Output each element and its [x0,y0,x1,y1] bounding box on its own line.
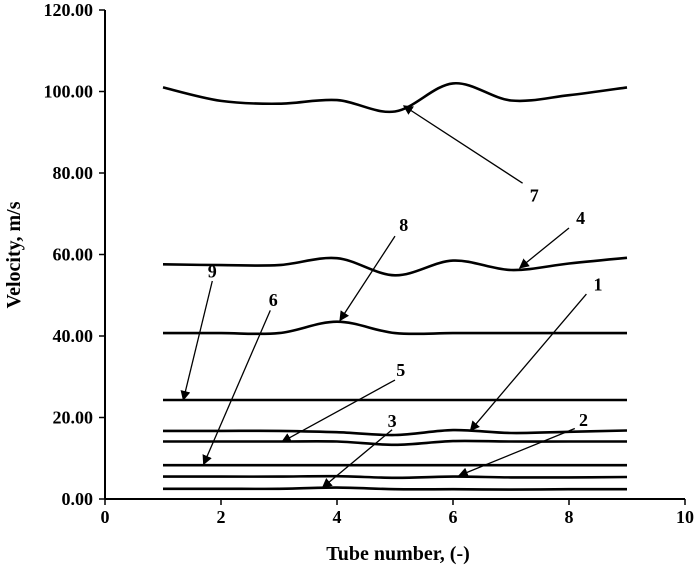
annotation-arrow-3 [321,429,393,489]
x-tick-label: 4 [333,507,342,527]
annotation-label-4: 4 [576,208,585,228]
annotation-arrow-8 [339,235,396,322]
series-line-1 [163,428,628,437]
annotation-arrow-7 [402,105,523,184]
annotation-arrow-2 [457,427,576,478]
y-tick-label: 80.00 [53,163,94,183]
annotation-arrow-9 [180,280,213,401]
annotation-arrow-4 [518,227,570,269]
x-axis-title: Tube number, (-) [326,543,470,565]
series-line-2 [163,474,628,480]
annotation-label-1: 1 [594,275,603,295]
annotation-label-7: 7 [530,185,539,205]
y-axis-title: Velocity, m/s [3,201,25,308]
y-tick-label: 100.00 [44,82,94,102]
y-tick-label: 40.00 [53,326,94,346]
x-tick-label: 8 [565,507,574,527]
annotation-label-2: 2 [579,410,588,430]
x-tick-label: 10 [676,507,694,527]
y-tick-label: 0.00 [62,489,94,509]
annotation-label-5: 5 [396,360,405,380]
series-line-7 [162,82,628,114]
annotation-label-6: 6 [269,290,278,310]
y-tick-label: 60.00 [53,245,94,265]
annotation-label-3: 3 [388,411,397,431]
y-tick-label: 120.00 [44,0,94,20]
series-line-5 [163,439,627,447]
annotation-arrow-6 [202,310,271,466]
series-line-4 [162,256,628,277]
annotation-arrow-5 [281,379,396,443]
series-line-8 [163,320,627,336]
x-tick-label: 2 [217,507,226,527]
y-tick-label: 20.00 [53,408,94,428]
series-line-3 [163,486,627,491]
plot-area: 0.00 20.00 40.00 60.00 80.00 100.00 120.00 0 2 4 6… [44,0,695,527]
annotation-label-8: 8 [399,215,408,235]
annotation-label-9: 9 [208,262,217,282]
x-tick-label: 6 [449,507,458,527]
annotation-arrow-1 [469,293,587,432]
x-tick-label: 0 [101,507,110,527]
